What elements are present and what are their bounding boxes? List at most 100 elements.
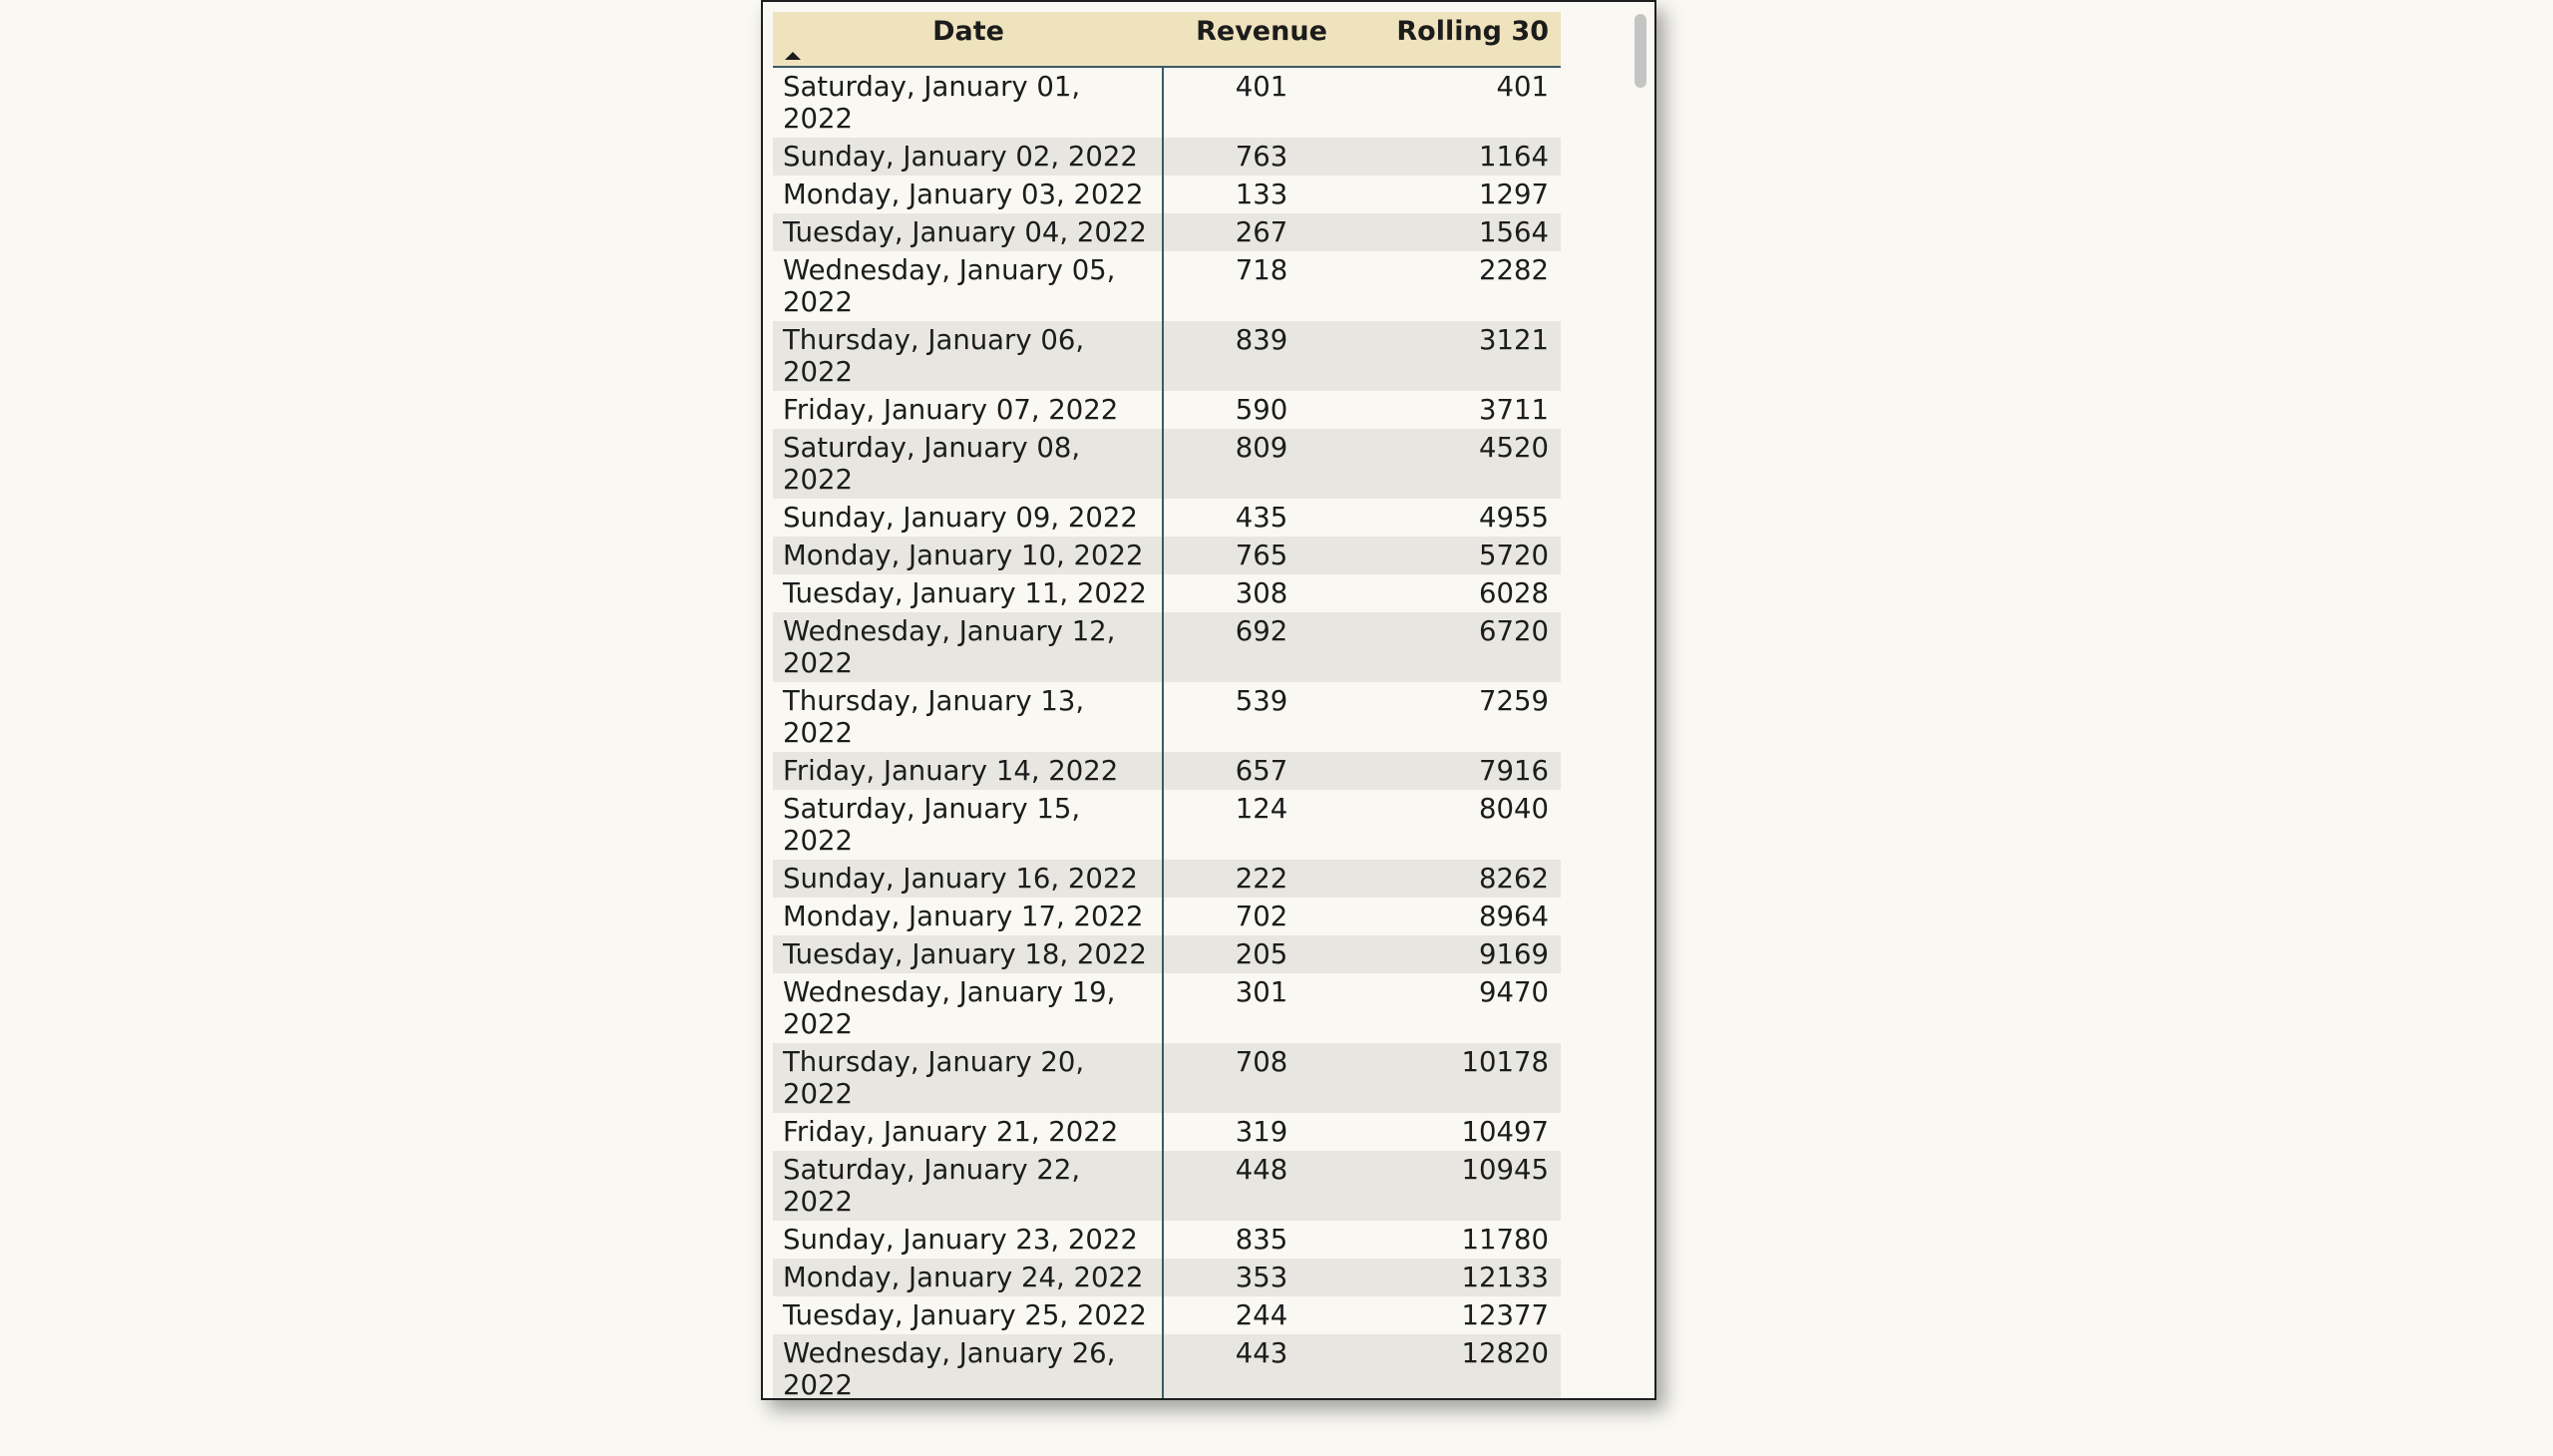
cell-revenue: 222 bbox=[1235, 863, 1288, 895]
column-header-rolling[interactable]: Rolling 30 bbox=[1396, 16, 1549, 47]
cell-date: Monday, January 03, 2022 bbox=[773, 176, 1164, 213]
cell-revenue: 308 bbox=[1235, 577, 1288, 609]
cell-rolling: 9169 bbox=[1479, 938, 1549, 970]
cell-rolling: 10497 bbox=[1461, 1116, 1549, 1148]
table-row[interactable]: Tuesday, January 25, 2022 244 12377 bbox=[773, 1296, 1561, 1334]
cell-date: Tuesday, January 04, 2022 bbox=[773, 213, 1164, 251]
table-header: Date Revenue Rolling 30 bbox=[773, 12, 1561, 68]
cell-rolling: 4955 bbox=[1479, 502, 1549, 534]
table-row[interactable]: Saturday, January 08, 2022 809 4520 bbox=[773, 429, 1561, 499]
cell-date: Tuesday, January 11, 2022 bbox=[773, 574, 1164, 612]
cell-revenue: 435 bbox=[1235, 502, 1288, 534]
cell-revenue: 539 bbox=[1235, 685, 1288, 717]
cell-revenue: 657 bbox=[1235, 755, 1288, 787]
cell-date: Sunday, January 23, 2022 bbox=[773, 1221, 1164, 1259]
cell-date: Wednesday, January 12, 2022 bbox=[773, 612, 1164, 682]
table-row[interactable]: Saturday, January 01, 2022 401 401 bbox=[773, 68, 1561, 138]
cell-date: Wednesday, January 19, 2022 bbox=[773, 973, 1164, 1043]
table-row[interactable]: Sunday, January 16, 2022 222 8262 bbox=[773, 860, 1561, 898]
cell-revenue: 809 bbox=[1235, 432, 1288, 464]
cell-date: Monday, January 24, 2022 bbox=[773, 1259, 1164, 1296]
cell-rolling: 5720 bbox=[1479, 540, 1549, 571]
table-row[interactable]: Saturday, January 22, 2022 448 10945 bbox=[773, 1151, 1561, 1221]
cell-revenue: 205 bbox=[1235, 938, 1288, 970]
table-row[interactable]: Monday, January 17, 2022 702 8964 bbox=[773, 898, 1561, 935]
table-row[interactable]: Friday, January 21, 2022 319 10497 bbox=[773, 1113, 1561, 1151]
cell-date: Friday, January 14, 2022 bbox=[773, 752, 1164, 790]
column-header-date[interactable]: Date bbox=[932, 16, 1004, 47]
cell-date: Friday, January 21, 2022 bbox=[773, 1113, 1164, 1151]
cell-rolling: 2282 bbox=[1479, 254, 1549, 286]
cell-date: Tuesday, January 18, 2022 bbox=[773, 935, 1164, 973]
cell-rolling: 1564 bbox=[1479, 216, 1549, 248]
cell-rolling: 8262 bbox=[1479, 863, 1549, 895]
cell-revenue: 763 bbox=[1235, 141, 1288, 173]
cell-date: Thursday, January 20, 2022 bbox=[773, 1043, 1164, 1113]
cell-revenue: 244 bbox=[1235, 1299, 1288, 1331]
cell-revenue: 718 bbox=[1235, 254, 1288, 286]
cell-date: Saturday, January 08, 2022 bbox=[773, 429, 1164, 499]
cell-revenue: 133 bbox=[1235, 179, 1288, 210]
table-row[interactable]: Monday, January 10, 2022 765 5720 bbox=[773, 537, 1561, 574]
table-row[interactable]: Monday, January 24, 2022 353 12133 bbox=[773, 1259, 1561, 1296]
table-row[interactable]: Wednesday, January 12, 2022 692 6720 bbox=[773, 612, 1561, 682]
cell-rolling: 6028 bbox=[1479, 577, 1549, 609]
cell-revenue: 301 bbox=[1235, 976, 1288, 1008]
sort-ascending-icon[interactable] bbox=[785, 52, 801, 60]
table-row[interactable]: Sunday, January 02, 2022 763 1164 bbox=[773, 138, 1561, 176]
cell-date: Friday, January 07, 2022 bbox=[773, 391, 1164, 429]
cell-date: Saturday, January 22, 2022 bbox=[773, 1151, 1164, 1221]
cell-rolling: 12820 bbox=[1461, 1337, 1549, 1369]
cell-date: Saturday, January 01, 2022 bbox=[773, 68, 1164, 138]
revenue-table: Date Revenue Rolling 30 Saturday, Januar… bbox=[773, 12, 1561, 1398]
cell-rolling: 12133 bbox=[1461, 1262, 1549, 1293]
cell-date: Monday, January 17, 2022 bbox=[773, 898, 1164, 935]
cell-date: Wednesday, January 26, 2022 bbox=[773, 1334, 1164, 1398]
table-row[interactable]: Wednesday, January 05, 2022 718 2282 bbox=[773, 251, 1561, 321]
table-row[interactable]: Tuesday, January 04, 2022 267 1564 bbox=[773, 213, 1561, 251]
cell-rolling: 11780 bbox=[1461, 1224, 1549, 1256]
cell-rolling: 401 bbox=[1496, 71, 1550, 103]
cell-revenue: 692 bbox=[1235, 615, 1288, 647]
cell-revenue: 708 bbox=[1235, 1046, 1288, 1078]
cell-revenue: 124 bbox=[1235, 793, 1288, 825]
table-row[interactable]: Monday, January 03, 2022 133 1297 bbox=[773, 176, 1561, 213]
cell-rolling: 4520 bbox=[1479, 432, 1549, 464]
cell-rolling: 1164 bbox=[1479, 141, 1549, 173]
cell-revenue: 765 bbox=[1235, 540, 1288, 571]
cell-rolling: 10178 bbox=[1461, 1046, 1549, 1078]
cell-date: Saturday, January 15, 2022 bbox=[773, 790, 1164, 860]
cell-rolling: 8964 bbox=[1479, 901, 1549, 932]
cell-revenue: 448 bbox=[1235, 1154, 1288, 1186]
table-row[interactable]: Friday, January 07, 2022 590 3711 bbox=[773, 391, 1561, 429]
table-row[interactable]: Sunday, January 09, 2022 435 4955 bbox=[773, 499, 1561, 537]
cell-revenue: 267 bbox=[1235, 216, 1288, 248]
column-header-revenue[interactable]: Revenue bbox=[1196, 16, 1327, 47]
cell-rolling: 12377 bbox=[1461, 1299, 1549, 1331]
vertical-scrollbar[interactable] bbox=[1635, 14, 1646, 88]
table-row[interactable]: Tuesday, January 18, 2022 205 9169 bbox=[773, 935, 1561, 973]
cell-rolling: 7916 bbox=[1479, 755, 1549, 787]
cell-revenue: 319 bbox=[1235, 1116, 1288, 1148]
table-panel: Date Revenue Rolling 30 Saturday, Januar… bbox=[761, 0, 1656, 1400]
cell-rolling: 3121 bbox=[1479, 324, 1549, 356]
table-row[interactable]: Friday, January 14, 2022 657 7916 bbox=[773, 752, 1561, 790]
table-row[interactable]: Tuesday, January 11, 2022 308 6028 bbox=[773, 574, 1561, 612]
table-row[interactable]: Thursday, January 20, 2022 708 10178 bbox=[773, 1043, 1561, 1113]
table-row[interactable]: Wednesday, January 26, 2022 443 12820 bbox=[773, 1334, 1561, 1398]
cell-date: Sunday, January 09, 2022 bbox=[773, 499, 1164, 537]
cell-revenue: 839 bbox=[1235, 324, 1288, 356]
cell-revenue: 353 bbox=[1235, 1262, 1288, 1293]
table-row[interactable]: Saturday, January 15, 2022 124 8040 bbox=[773, 790, 1561, 860]
cell-date: Monday, January 10, 2022 bbox=[773, 537, 1164, 574]
table-row[interactable]: Wednesday, January 19, 2022 301 9470 bbox=[773, 973, 1561, 1043]
table-row[interactable]: Thursday, January 06, 2022 839 3121 bbox=[773, 321, 1561, 391]
table-row[interactable]: Thursday, January 13, 2022 539 7259 bbox=[773, 682, 1561, 752]
cell-revenue: 835 bbox=[1235, 1224, 1288, 1256]
table-row[interactable]: Sunday, January 23, 2022 835 11780 bbox=[773, 1221, 1561, 1259]
cell-date: Tuesday, January 25, 2022 bbox=[773, 1296, 1164, 1334]
cell-rolling: 6720 bbox=[1479, 615, 1549, 647]
cell-rolling: 7259 bbox=[1479, 685, 1549, 717]
cell-rolling: 1297 bbox=[1479, 179, 1549, 210]
cell-revenue: 443 bbox=[1235, 1337, 1288, 1369]
